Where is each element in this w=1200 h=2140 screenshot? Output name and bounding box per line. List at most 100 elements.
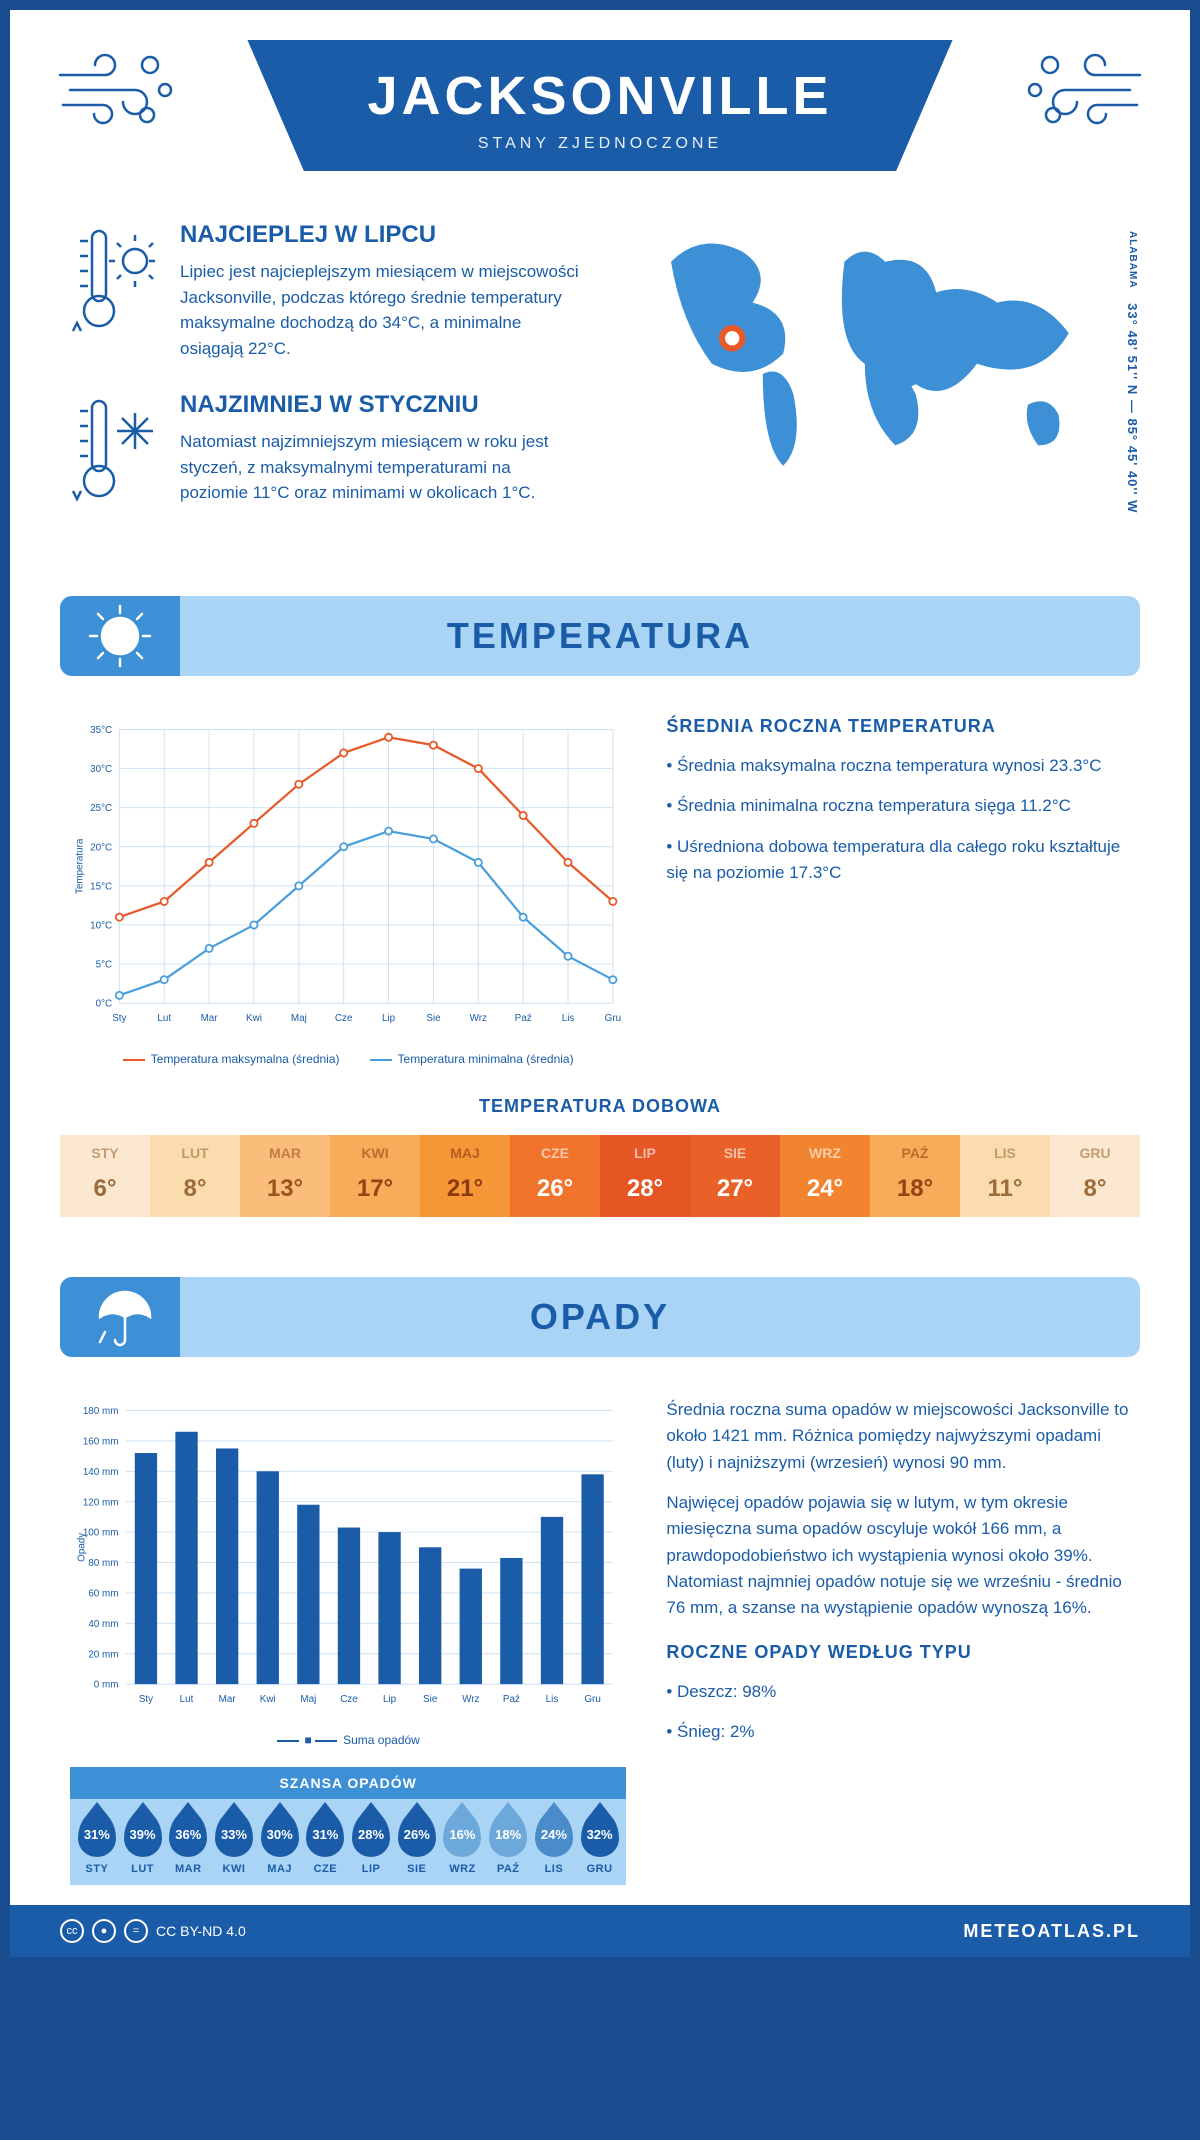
temperature-chart: 0°C5°C10°C15°C20°C25°C30°C35°CStyLutMarK… <box>70 716 626 1066</box>
coldest-title: NAJZIMNIEJ W STYCZNIU <box>180 391 580 419</box>
svg-text:Opady: Opady <box>76 1533 87 1562</box>
svg-text:180 mm: 180 mm <box>83 1406 119 1417</box>
svg-text:Sie: Sie <box>423 1694 438 1705</box>
precipitation-content: 0 mm20 mm40 mm60 mm80 mm100 mm120 mm140 … <box>10 1387 1190 1905</box>
svg-text:Maj: Maj <box>300 1694 316 1705</box>
svg-text:140 mm: 140 mm <box>83 1467 119 1478</box>
svg-text:100 mm: 100 mm <box>83 1528 119 1539</box>
precipitation-stats: Średnia roczna suma opadów w miejscowośc… <box>666 1397 1130 1885</box>
daily-temp-cell: WRZ24° <box>780 1135 870 1217</box>
svg-text:Kwi: Kwi <box>260 1694 276 1705</box>
svg-text:Lip: Lip <box>383 1694 397 1705</box>
svg-text:Wrz: Wrz <box>462 1694 479 1705</box>
daily-temp-cell: MAR13° <box>240 1135 330 1217</box>
svg-text:60 mm: 60 mm <box>88 1589 118 1600</box>
map-col: ALABAMA 33° 48' 51'' N — 85° 45' 40'' W <box>620 221 1130 546</box>
svg-text:Sty: Sty <box>112 1013 126 1024</box>
svg-text:Lut: Lut <box>180 1694 194 1705</box>
rain-chance-row: 31%STY39%LUT36%MAR33%KWI30%MAJ31%CZE28%L… <box>70 1799 626 1885</box>
daily-temp-strip: STY6°LUT8°MAR13°KWI17°MAJ21°CZE26°LIP28°… <box>60 1135 1140 1217</box>
rain-chance-cell: 36%MAR <box>165 1811 211 1875</box>
svg-text:Gru: Gru <box>584 1694 600 1705</box>
hottest-block: NAJCIEPLEJ W LIPCU Lipiec jest najcieple… <box>70 221 580 361</box>
precipitation-bar-chart: 0 mm20 mm40 mm60 mm80 mm100 mm120 mm140 … <box>70 1397 626 1720</box>
svg-text:25°C: 25°C <box>90 803 112 814</box>
temperature-legend: Temperatura maksymalna (średnia) Tempera… <box>70 1052 626 1066</box>
temperature-stats: ŚREDNIA ROCZNA TEMPERATURA • Średnia mak… <box>666 716 1130 1066</box>
svg-text:0 mm: 0 mm <box>94 1680 119 1691</box>
daily-temp-cell: LUT8° <box>150 1135 240 1217</box>
daily-temp-title: TEMPERATURA DOBOWA <box>60 1096 1140 1117</box>
daily-temp-block: TEMPERATURA DOBOWA STY6°LUT8°MAR13°KWI17… <box>10 1086 1190 1257</box>
svg-text:Lis: Lis <box>562 1013 575 1024</box>
svg-text:Lis: Lis <box>546 1694 559 1705</box>
rain-chance-cell: 39%LUT <box>120 1811 166 1875</box>
svg-text:5°C: 5°C <box>96 960 113 971</box>
precipitation-title: OPADY <box>530 1296 670 1338</box>
by-icon: ● <box>92 1919 116 1943</box>
site-name: METEOATLAS.PL <box>963 1921 1140 1942</box>
rain-chance-title: SZANSA OPADÓW <box>70 1767 626 1799</box>
rain-chance-cell: 33%KWI <box>211 1811 257 1875</box>
svg-text:160 mm: 160 mm <box>83 1437 119 1448</box>
svg-text:Sie: Sie <box>426 1013 441 1024</box>
coordinates-text: ALABAMA 33° 48' 51'' N — 85° 45' 40'' W <box>1125 231 1140 513</box>
svg-text:35°C: 35°C <box>90 725 112 736</box>
daily-temp-cell: SIE27° <box>690 1135 780 1217</box>
hottest-title: NAJCIEPLEJ W LIPCU <box>180 221 580 249</box>
world-map-icon <box>620 221 1130 486</box>
daily-temp-cell: GRU8° <box>1050 1135 1140 1217</box>
svg-text:15°C: 15°C <box>90 881 112 892</box>
coldest-block: NAJZIMNIEJ W STYCZNIU Natomiast najzimni… <box>70 391 580 516</box>
intro-text-col: NAJCIEPLEJ W LIPCU Lipiec jest najcieple… <box>70 221 580 546</box>
rain-chance-cell: 28%LIP <box>348 1811 394 1875</box>
rain-chance-cell: 16%WRZ <box>440 1811 486 1875</box>
svg-text:Lut: Lut <box>157 1013 171 1024</box>
svg-text:20°C: 20°C <box>90 842 112 853</box>
license-block: cc ● = CC BY-ND 4.0 <box>60 1919 246 1943</box>
svg-text:80 mm: 80 mm <box>88 1558 118 1569</box>
rain-chance-cell: 32%GRU <box>577 1811 623 1875</box>
daily-temp-cell: LIS11° <box>960 1135 1050 1217</box>
svg-text:10°C: 10°C <box>90 921 112 932</box>
avg-temp-title: ŚREDNIA ROCZNA TEMPERATURA <box>666 716 1130 737</box>
svg-text:Sty: Sty <box>139 1694 153 1705</box>
temperature-title: TEMPERATURA <box>447 615 753 657</box>
coldest-body: Natomiast najzimniejszym miesiącem w rok… <box>180 429 580 506</box>
svg-text:Lip: Lip <box>382 1013 396 1024</box>
rain-chance-cell: 30%MAJ <box>257 1811 303 1875</box>
precip-para: Najwięcej opadów pojawia się w lutym, w … <box>666 1490 1130 1622</box>
svg-text:Maj: Maj <box>291 1013 307 1024</box>
daily-temp-cell: MAJ21° <box>420 1135 510 1217</box>
rain-chance-cell: 18%PAŹ <box>485 1811 531 1875</box>
svg-text:Wrz: Wrz <box>470 1013 487 1024</box>
precip-type-item: • Deszcz: 98% <box>666 1679 1130 1705</box>
wind-icon <box>55 45 185 140</box>
svg-text:30°C: 30°C <box>90 764 112 775</box>
svg-text:Mar: Mar <box>219 1694 237 1705</box>
svg-text:20 mm: 20 mm <box>88 1649 118 1660</box>
svg-text:0°C: 0°C <box>96 999 113 1010</box>
license-text: CC BY-ND 4.0 <box>156 1923 246 1939</box>
nd-icon: = <box>124 1919 148 1943</box>
intro-row: NAJCIEPLEJ W LIPCU Lipiec jest najcieple… <box>10 201 1190 576</box>
cc-icon: cc <box>60 1919 84 1943</box>
precip-type-item: • Śnieg: 2% <box>666 1719 1130 1745</box>
svg-text:Gru: Gru <box>605 1013 621 1024</box>
thermometer-cold-icon <box>70 391 160 516</box>
hottest-body: Lipiec jest najcieplejszym miesiącem w m… <box>180 259 580 361</box>
wind-icon <box>1015 45 1145 140</box>
precipitation-legend: ■ Suma opadów <box>70 1733 626 1747</box>
temperature-content: 0°C5°C10°C15°C20°C25°C30°C35°CStyLutMarK… <box>10 706 1190 1086</box>
avg-temp-bullet: • Średnia minimalna roczna temperatura s… <box>666 793 1130 819</box>
page-frame: JACKSONVILLE STANY ZJEDNOCZONE <box>0 0 1200 1967</box>
svg-text:40 mm: 40 mm <box>88 1619 118 1630</box>
svg-text:Paź: Paź <box>503 1694 520 1705</box>
precipitation-section-header: OPADY <box>60 1277 1140 1357</box>
daily-temp-cell: KWI17° <box>330 1135 420 1217</box>
daily-temp-cell: STY6° <box>60 1135 150 1217</box>
daily-temp-cell: LIP28° <box>600 1135 690 1217</box>
umbrella-icon <box>60 1277 180 1357</box>
rain-chance-cell: 31%STY <box>74 1811 120 1875</box>
footer: cc ● = CC BY-ND 4.0 METEOATLAS.PL <box>10 1905 1190 1957</box>
